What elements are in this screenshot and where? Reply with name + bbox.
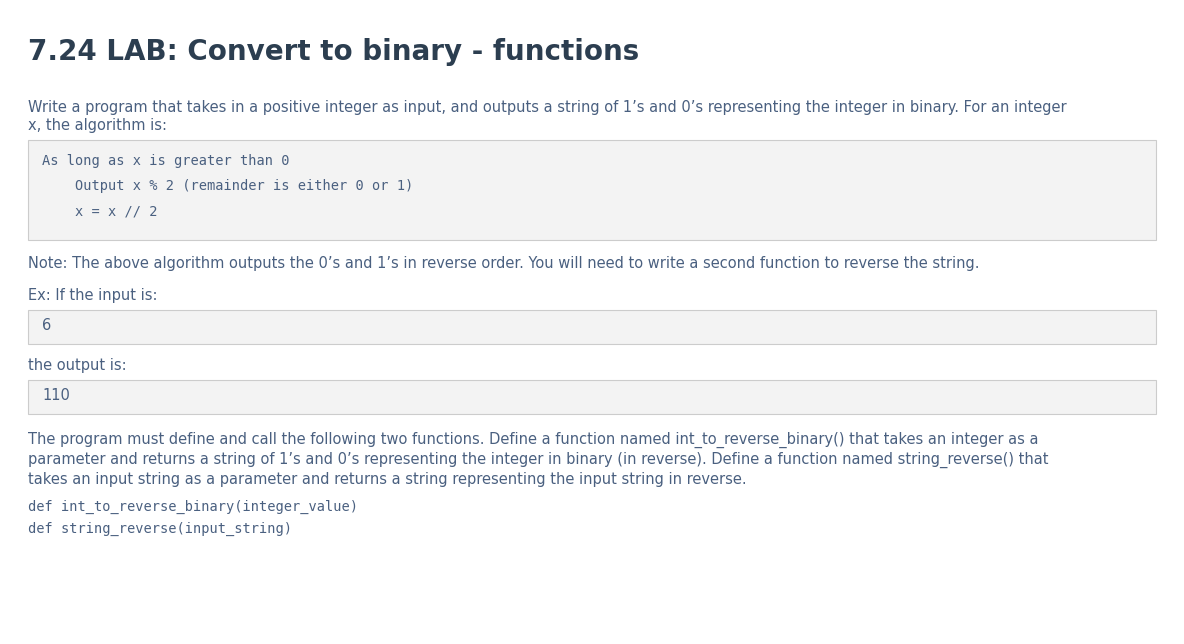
Text: def string_reverse(input_string): def string_reverse(input_string) (28, 522, 292, 536)
Text: 6: 6 (41, 318, 51, 333)
Text: def int_to_reverse_binary(integer_value): def int_to_reverse_binary(integer_value) (28, 500, 358, 514)
Text: 110: 110 (41, 388, 70, 403)
Text: Ex: If the input is:: Ex: If the input is: (28, 288, 157, 303)
FancyBboxPatch shape (28, 140, 1156, 240)
Text: 7.24 LAB: Convert to binary - functions: 7.24 LAB: Convert to binary - functions (28, 38, 639, 66)
Text: takes an input string as a parameter and returns a string representing the input: takes an input string as a parameter and… (28, 472, 747, 487)
FancyBboxPatch shape (28, 310, 1156, 344)
Text: x, the algorithm is:: x, the algorithm is: (28, 118, 167, 133)
Text: Note: The above algorithm outputs the 0’s and 1’s in reverse order. You will nee: Note: The above algorithm outputs the 0’… (28, 256, 979, 271)
Text: Write a program that takes in a positive integer as input, and outputs a string : Write a program that takes in a positive… (28, 100, 1067, 115)
Text: The program must define and call the following two functions. Define a function : The program must define and call the fol… (28, 432, 1038, 448)
Text: Output x % 2 (remainder is either 0 or 1): Output x % 2 (remainder is either 0 or 1… (41, 179, 413, 193)
Text: parameter and returns a string of 1’s and 0’s representing the integer in binary: parameter and returns a string of 1’s an… (28, 452, 1049, 468)
Text: the output is:: the output is: (28, 358, 127, 373)
FancyBboxPatch shape (28, 380, 1156, 414)
Text: As long as x is greater than 0: As long as x is greater than 0 (41, 154, 290, 168)
Text: x = x // 2: x = x // 2 (41, 204, 157, 218)
